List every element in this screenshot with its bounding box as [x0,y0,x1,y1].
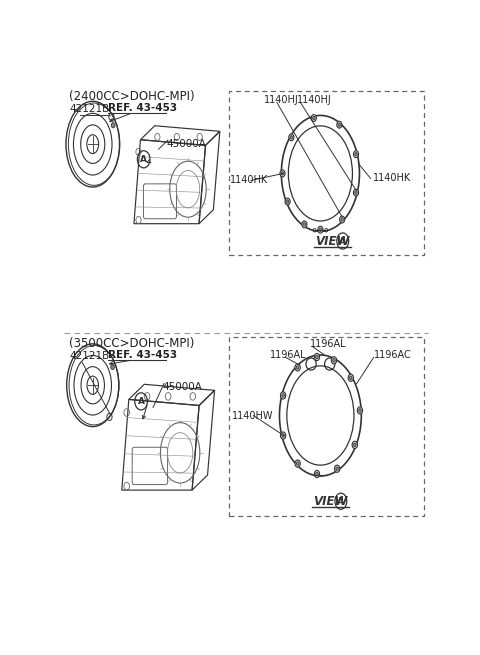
Circle shape [296,365,299,369]
Circle shape [287,200,289,203]
Circle shape [282,394,285,397]
Circle shape [341,218,343,221]
Circle shape [336,467,338,470]
Text: 1140HJ: 1140HJ [297,95,332,105]
Circle shape [312,115,316,121]
Circle shape [333,358,336,362]
Circle shape [338,123,341,126]
Circle shape [290,136,293,139]
Circle shape [352,441,358,449]
Text: 45000A: 45000A [162,383,202,392]
Circle shape [303,223,306,226]
Circle shape [295,460,300,467]
Circle shape [318,226,323,233]
Text: (2400CC>DOHC-MPI): (2400CC>DOHC-MPI) [69,90,195,103]
Circle shape [111,122,115,128]
Text: 1140HK: 1140HK [230,176,269,185]
Circle shape [316,472,318,476]
Circle shape [357,407,362,414]
Circle shape [349,376,352,379]
Circle shape [282,434,285,438]
Text: A: A [339,236,346,246]
Circle shape [295,364,300,371]
Bar [229,91,424,255]
Circle shape [312,117,315,120]
Circle shape [316,355,318,359]
Text: 1140HK: 1140HK [372,174,411,183]
Text: REF. 43-453: REF. 43-453 [108,350,178,360]
Text: 1196AC: 1196AC [374,350,412,360]
Text: (3500CC>DOHC-MPI): (3500CC>DOHC-MPI) [69,337,195,350]
Circle shape [353,443,356,447]
Text: 42121B: 42121B [69,104,109,114]
Circle shape [280,392,286,399]
Text: A: A [140,155,147,164]
Circle shape [285,198,290,205]
Text: REF. 43-453: REF. 43-453 [108,103,178,113]
Bar [229,337,424,516]
Circle shape [353,189,359,196]
Circle shape [331,357,336,364]
Circle shape [314,470,320,477]
Text: VIEW: VIEW [315,234,349,248]
Circle shape [355,191,357,195]
Circle shape [335,465,340,472]
Circle shape [355,153,357,156]
Text: 45000A: 45000A [166,139,206,149]
Circle shape [289,134,294,141]
Text: 1140HW: 1140HW [232,411,274,421]
Text: VIEW: VIEW [313,495,348,508]
Circle shape [337,121,342,128]
Circle shape [280,432,286,440]
Circle shape [314,354,320,361]
Circle shape [296,462,299,465]
Circle shape [348,374,353,381]
Circle shape [111,365,114,369]
Circle shape [359,409,361,412]
Text: A: A [337,496,344,506]
Circle shape [319,228,322,231]
Text: 1196AL: 1196AL [270,350,307,360]
Circle shape [281,172,284,175]
Circle shape [280,170,285,177]
Circle shape [353,151,359,158]
Text: A: A [138,397,144,406]
Text: 1140HJ: 1140HJ [264,95,299,105]
Circle shape [339,216,345,223]
Circle shape [302,221,307,228]
Text: 1196AL: 1196AL [310,339,347,349]
Text: 42121B: 42121B [69,351,109,361]
